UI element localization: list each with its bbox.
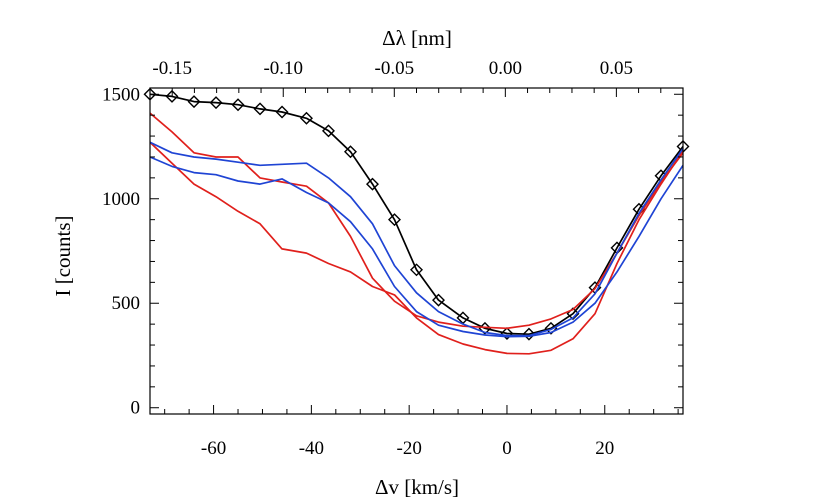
series-1-marker [410, 263, 423, 277]
series-1-marker [522, 327, 536, 341]
x2-axis-title: Δλ [nm] [382, 26, 452, 50]
x2-tick-label: -0.15 [152, 58, 192, 79]
series-1-marker [299, 111, 313, 125]
series-1-marker [321, 124, 335, 138]
series-1-marker [500, 327, 514, 341]
series-line-4 [150, 141, 683, 337]
x2-tick-label: 0.05 [600, 58, 633, 79]
x-tick-label: 20 [595, 438, 614, 459]
series-line-2 [150, 112, 683, 330]
x-axis-title: Δv [km/s] [375, 475, 459, 499]
x2-tick-label: 0.00 [489, 58, 522, 79]
series-1-marker [343, 145, 357, 159]
x2-tick-label: -0.10 [263, 58, 303, 79]
x-tick-label: -20 [397, 438, 422, 459]
series-1-marker [231, 98, 245, 112]
series-1-marker [275, 105, 289, 119]
axes-layer: -60 -40 -20 0 20 -0.15 -0.10 -0.05 0.00 0.05 0 500 1… [102, 58, 684, 459]
y-tick-label: 500 [112, 293, 141, 314]
series-1-marker [187, 95, 201, 109]
x2-tick-label: -0.05 [375, 58, 415, 79]
series-1-marker [165, 89, 179, 103]
plot-frame [149, 87, 684, 415]
series-1-marker [544, 321, 558, 335]
series-1-marker [253, 102, 267, 116]
series-line-3 [150, 141, 683, 355]
series-layer [143, 87, 690, 355]
y-axis-title: I [counts] [51, 215, 75, 296]
series-line-5 [150, 156, 683, 338]
series-1-marker [432, 293, 445, 307]
series-1-marker [366, 177, 379, 191]
x-tick-label: -60 [201, 438, 226, 459]
series-1-marker [388, 213, 401, 227]
x-tick-label: -40 [299, 438, 324, 459]
series-line-1 [150, 93, 683, 336]
y-tick-label: 1500 [102, 84, 140, 105]
y-tick-label: 0 [131, 398, 141, 419]
x-tick-label: 0 [502, 438, 512, 459]
series-1-marker [209, 96, 223, 110]
y-tick-label: 1000 [102, 189, 140, 210]
